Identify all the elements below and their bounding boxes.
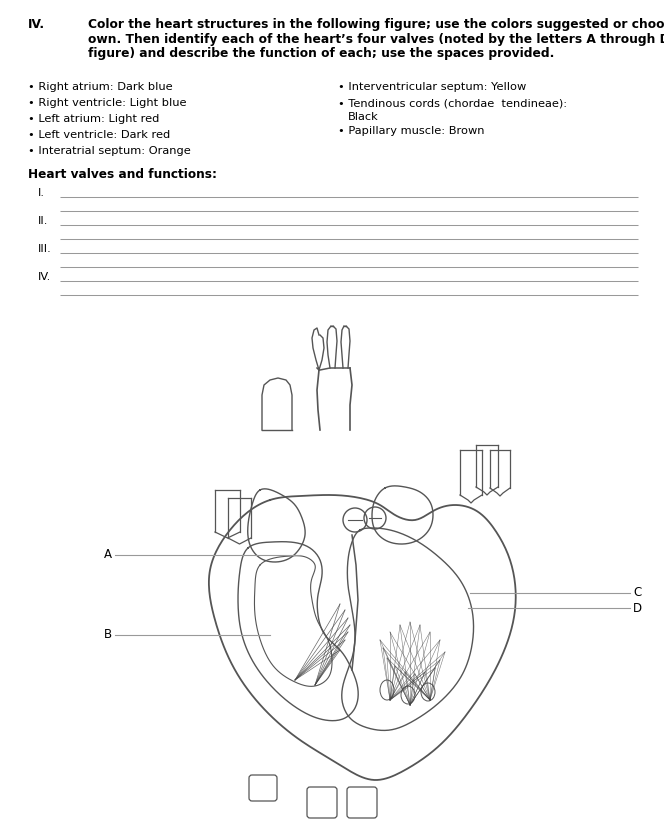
Text: II.: II. [38, 216, 48, 226]
Text: • Interatrial septum: Orange: • Interatrial septum: Orange [28, 146, 191, 156]
Text: Heart valves and functions:: Heart valves and functions: [28, 168, 217, 181]
Text: • Interventricular septum: Yellow: • Interventricular septum: Yellow [338, 82, 527, 92]
Text: IV.: IV. [38, 272, 51, 282]
Text: • Right ventricle: Light blue: • Right ventricle: Light blue [28, 98, 187, 108]
Text: B: B [104, 628, 112, 641]
Text: Color the heart structures in the following figure; use the colors suggested or : Color the heart structures in the follow… [88, 18, 664, 31]
Text: • Left ventricle: Dark red: • Left ventricle: Dark red [28, 130, 170, 140]
Text: • Papillary muscle: Brown: • Papillary muscle: Brown [338, 126, 485, 136]
Text: own. Then identify each of the heart’s four valves (noted by the letters A throu: own. Then identify each of the heart’s f… [88, 32, 664, 46]
Text: • Right atrium: Dark blue: • Right atrium: Dark blue [28, 82, 173, 92]
Text: figure) and describe the function of each; use the spaces provided.: figure) and describe the function of eac… [88, 47, 554, 60]
Text: I.: I. [38, 188, 45, 198]
Text: C: C [633, 587, 641, 600]
Text: A: A [104, 548, 112, 562]
Text: III.: III. [38, 244, 52, 254]
Text: • Tendinous cords (chordae  tendineae):: • Tendinous cords (chordae tendineae): [338, 98, 567, 108]
Text: • Left atrium: Light red: • Left atrium: Light red [28, 114, 159, 124]
Text: IV.: IV. [28, 18, 45, 31]
Text: D: D [633, 602, 642, 615]
Text: Black: Black [348, 112, 378, 122]
